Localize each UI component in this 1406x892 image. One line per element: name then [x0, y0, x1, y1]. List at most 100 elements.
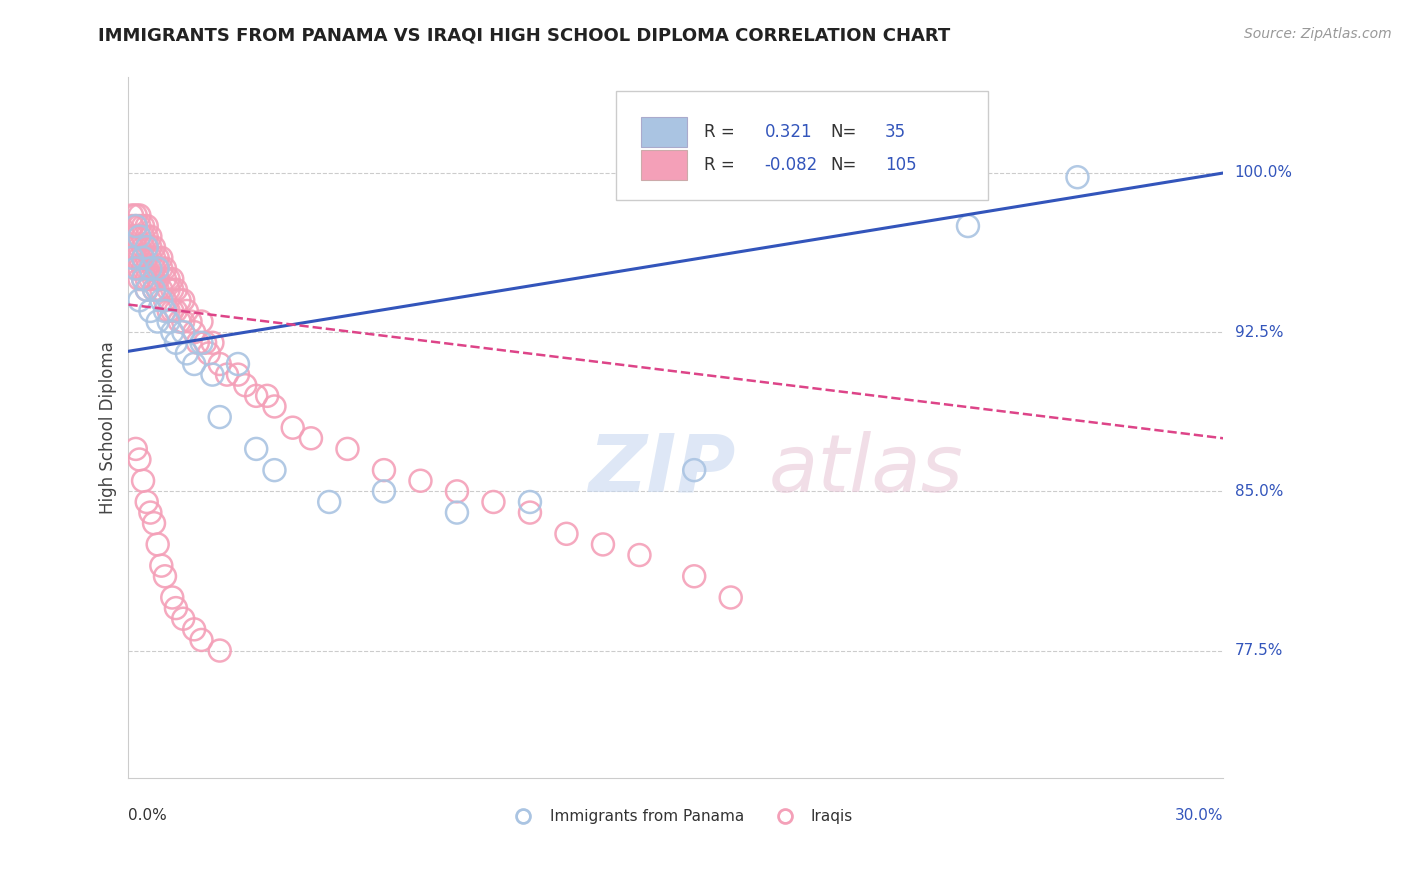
Point — [143, 272, 166, 286]
Point — [226, 368, 249, 382]
Point — [146, 261, 169, 276]
Point — [135, 495, 157, 509]
Point — [446, 484, 468, 499]
Point — [157, 314, 180, 328]
Point — [125, 261, 148, 276]
Point — [128, 272, 150, 286]
Point — [683, 569, 706, 583]
Point — [132, 474, 155, 488]
Point — [519, 506, 541, 520]
Text: 35: 35 — [886, 123, 907, 141]
Point — [125, 251, 148, 265]
Point — [132, 251, 155, 265]
Point — [146, 314, 169, 328]
Point — [150, 293, 173, 308]
Text: 77.5%: 77.5% — [1234, 643, 1282, 658]
Text: Iraqis: Iraqis — [811, 809, 853, 824]
Point — [135, 283, 157, 297]
Point — [132, 240, 155, 254]
Point — [165, 283, 187, 297]
Text: IMMIGRANTS FROM PANAMA VS IRAQI HIGH SCHOOL DIPLOMA CORRELATION CHART: IMMIGRANTS FROM PANAMA VS IRAQI HIGH SCH… — [98, 27, 950, 45]
Point — [592, 537, 614, 551]
Text: R =: R = — [704, 123, 735, 141]
Point — [121, 208, 143, 222]
Point — [143, 283, 166, 297]
Point — [628, 548, 651, 562]
Point — [373, 484, 395, 499]
Point — [153, 304, 176, 318]
Point — [157, 304, 180, 318]
Point — [162, 283, 184, 297]
Point — [135, 283, 157, 297]
Point — [683, 463, 706, 477]
Point — [132, 219, 155, 233]
Point — [162, 304, 184, 318]
Point — [172, 314, 194, 328]
Point — [956, 219, 979, 233]
FancyBboxPatch shape — [616, 92, 988, 200]
Point — [125, 219, 148, 233]
Point — [150, 261, 173, 276]
Point — [132, 272, 155, 286]
Text: Source: ZipAtlas.com: Source: ZipAtlas.com — [1244, 27, 1392, 41]
Point — [146, 261, 169, 276]
Point — [125, 219, 148, 233]
Point — [132, 272, 155, 286]
Point — [121, 240, 143, 254]
Point — [139, 251, 162, 265]
Point — [165, 335, 187, 350]
Point — [128, 219, 150, 233]
Point — [318, 495, 340, 509]
Point — [165, 304, 187, 318]
Point — [135, 240, 157, 254]
FancyBboxPatch shape — [641, 118, 688, 147]
Point — [208, 410, 231, 425]
Point — [169, 293, 191, 308]
Point — [125, 442, 148, 456]
Point — [373, 463, 395, 477]
Point — [215, 368, 238, 382]
Point — [135, 272, 157, 286]
Point — [157, 283, 180, 297]
Point — [143, 516, 166, 531]
Text: 85.0%: 85.0% — [1234, 483, 1282, 499]
Text: Immigrants from Panama: Immigrants from Panama — [550, 809, 744, 824]
Point — [139, 506, 162, 520]
Point — [153, 293, 176, 308]
Point — [125, 261, 148, 276]
Point — [162, 325, 184, 339]
Point — [190, 632, 212, 647]
Text: 30.0%: 30.0% — [1175, 808, 1223, 823]
Point — [519, 495, 541, 509]
Point — [121, 219, 143, 233]
Point — [245, 442, 267, 456]
Point — [143, 240, 166, 254]
Point — [146, 272, 169, 286]
Point — [482, 495, 505, 509]
Text: -0.082: -0.082 — [765, 156, 818, 174]
Point — [172, 325, 194, 339]
Point — [190, 335, 212, 350]
Point — [336, 442, 359, 456]
Point — [281, 420, 304, 434]
Point — [555, 526, 578, 541]
Point — [128, 261, 150, 276]
Text: R =: R = — [704, 156, 735, 174]
Point — [125, 208, 148, 222]
Point — [135, 261, 157, 276]
Point — [128, 251, 150, 265]
Point — [190, 314, 212, 328]
Point — [183, 325, 205, 339]
Point — [299, 431, 322, 445]
Text: 92.5%: 92.5% — [1234, 325, 1284, 340]
Point — [446, 506, 468, 520]
Text: 0.0%: 0.0% — [128, 808, 167, 823]
Point — [169, 314, 191, 328]
Point — [409, 474, 432, 488]
Point — [157, 272, 180, 286]
Point — [197, 346, 219, 360]
Point — [146, 537, 169, 551]
Point — [150, 558, 173, 573]
Point — [139, 261, 162, 276]
Point — [208, 357, 231, 371]
